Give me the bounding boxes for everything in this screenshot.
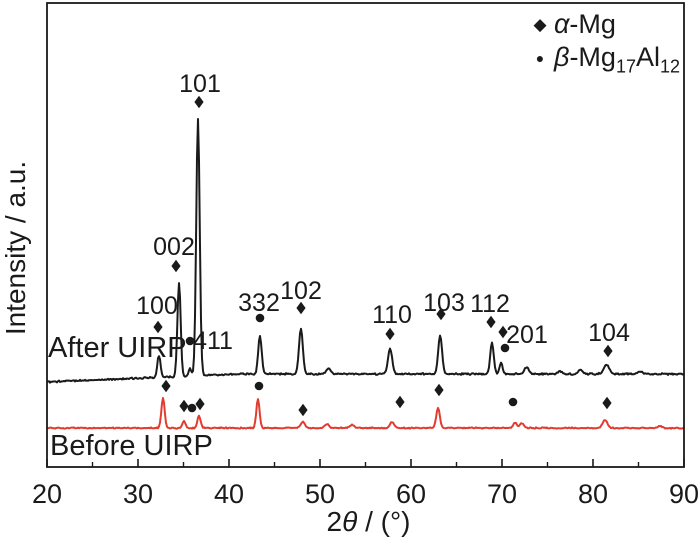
plot-border [46, 2, 685, 468]
diamond-marker-icon [195, 397, 205, 411]
peak-label-102: 102 [280, 277, 322, 305]
x-tick-label-80: 80 [578, 479, 608, 509]
x-tick-label-20: 20 [32, 479, 62, 509]
x-axis-title-theta: θ [342, 506, 358, 537]
diamond-marker-icon [603, 344, 613, 358]
alpha-mg-label: -Mg [569, 9, 616, 39]
diamond-marker-icon [385, 327, 395, 341]
peak-label-332: 332 [238, 289, 280, 317]
peak-label-101: 101 [179, 70, 221, 98]
legend: ◆ α-Mg ● β-Mg17Al12 [530, 8, 681, 77]
peak-label-411: 411 [193, 327, 233, 355]
circle-marker-icon [255, 313, 265, 323]
peak-label-104: 104 [588, 319, 630, 347]
diamond-marker-icon [602, 396, 612, 410]
diamond-marker-icon [153, 320, 163, 334]
diamond-marker-icon: ◆ [533, 14, 547, 34]
x-tick-label-70: 70 [487, 479, 517, 509]
x-axis-title-prefix: 2 [326, 506, 343, 537]
beta-mg-label: -Mg [569, 42, 616, 72]
alpha-symbol: α [554, 9, 570, 39]
beta-symbol: β [554, 42, 570, 72]
peak-label-112: 112 [470, 290, 510, 318]
diamond-marker-icon [486, 315, 496, 329]
circle-marker-icon: ● [535, 49, 545, 66]
circle-marker-icon [500, 343, 510, 353]
circle-marker-icon [254, 381, 264, 391]
beta-al-label: Al [635, 42, 660, 72]
x-axis-title: 2θ / (°) [296, 504, 441, 540]
after-uirp-curve [46, 118, 685, 384]
legend-item-beta-phase: ● β-Mg17Al12 [530, 41, 681, 77]
diamond-marker-icon [434, 383, 444, 397]
peak-label-100: 100 [136, 292, 178, 320]
peak-label-103: 103 [423, 289, 465, 317]
beta-sub-12: 12 [659, 56, 681, 77]
before-uirp-curve-label: Before UIRP [50, 430, 213, 462]
diamond-marker-icon [296, 301, 306, 315]
circle-marker-icon [187, 403, 197, 413]
diamond-marker-icon [395, 395, 405, 409]
before-uirp-curve [46, 397, 685, 430]
diamond-marker-icon [179, 399, 189, 413]
diamond-marker-icon [298, 403, 308, 417]
diamond-marker-icon [436, 307, 446, 321]
legend-alpha-mg-text: α-Mg [554, 9, 616, 40]
x-axis-title-suffix: / (°) [357, 506, 411, 537]
diamond-marker-icon [171, 259, 181, 273]
peak-label-110: 110 [372, 301, 412, 329]
circle-marker-icon [508, 397, 518, 407]
x-tick-label-50: 50 [305, 479, 335, 509]
x-tick-label-60: 60 [396, 479, 426, 509]
diamond-marker-icon [194, 95, 204, 109]
peak-label-002: 002 [153, 233, 195, 261]
circle-marker-icon [185, 336, 195, 346]
x-tick-label-90: 90 [669, 479, 699, 509]
after-uirp-curve-label: After UIRP [48, 332, 187, 364]
y-axis-title: Intensity / a.u. [0, 160, 31, 336]
x-tick-label-30: 30 [123, 479, 153, 509]
diamond-marker-icon [498, 325, 508, 339]
diamond-marker-icon [161, 379, 171, 393]
x-tick-label-40: 40 [214, 479, 244, 509]
beta-sub-17: 17 [615, 56, 636, 77]
peak-label-201: 201 [506, 321, 548, 349]
legend-item-alpha-mg: ◆ α-Mg [530, 8, 680, 41]
legend-beta-phase-text: β-Mg17Al12 [554, 42, 681, 77]
